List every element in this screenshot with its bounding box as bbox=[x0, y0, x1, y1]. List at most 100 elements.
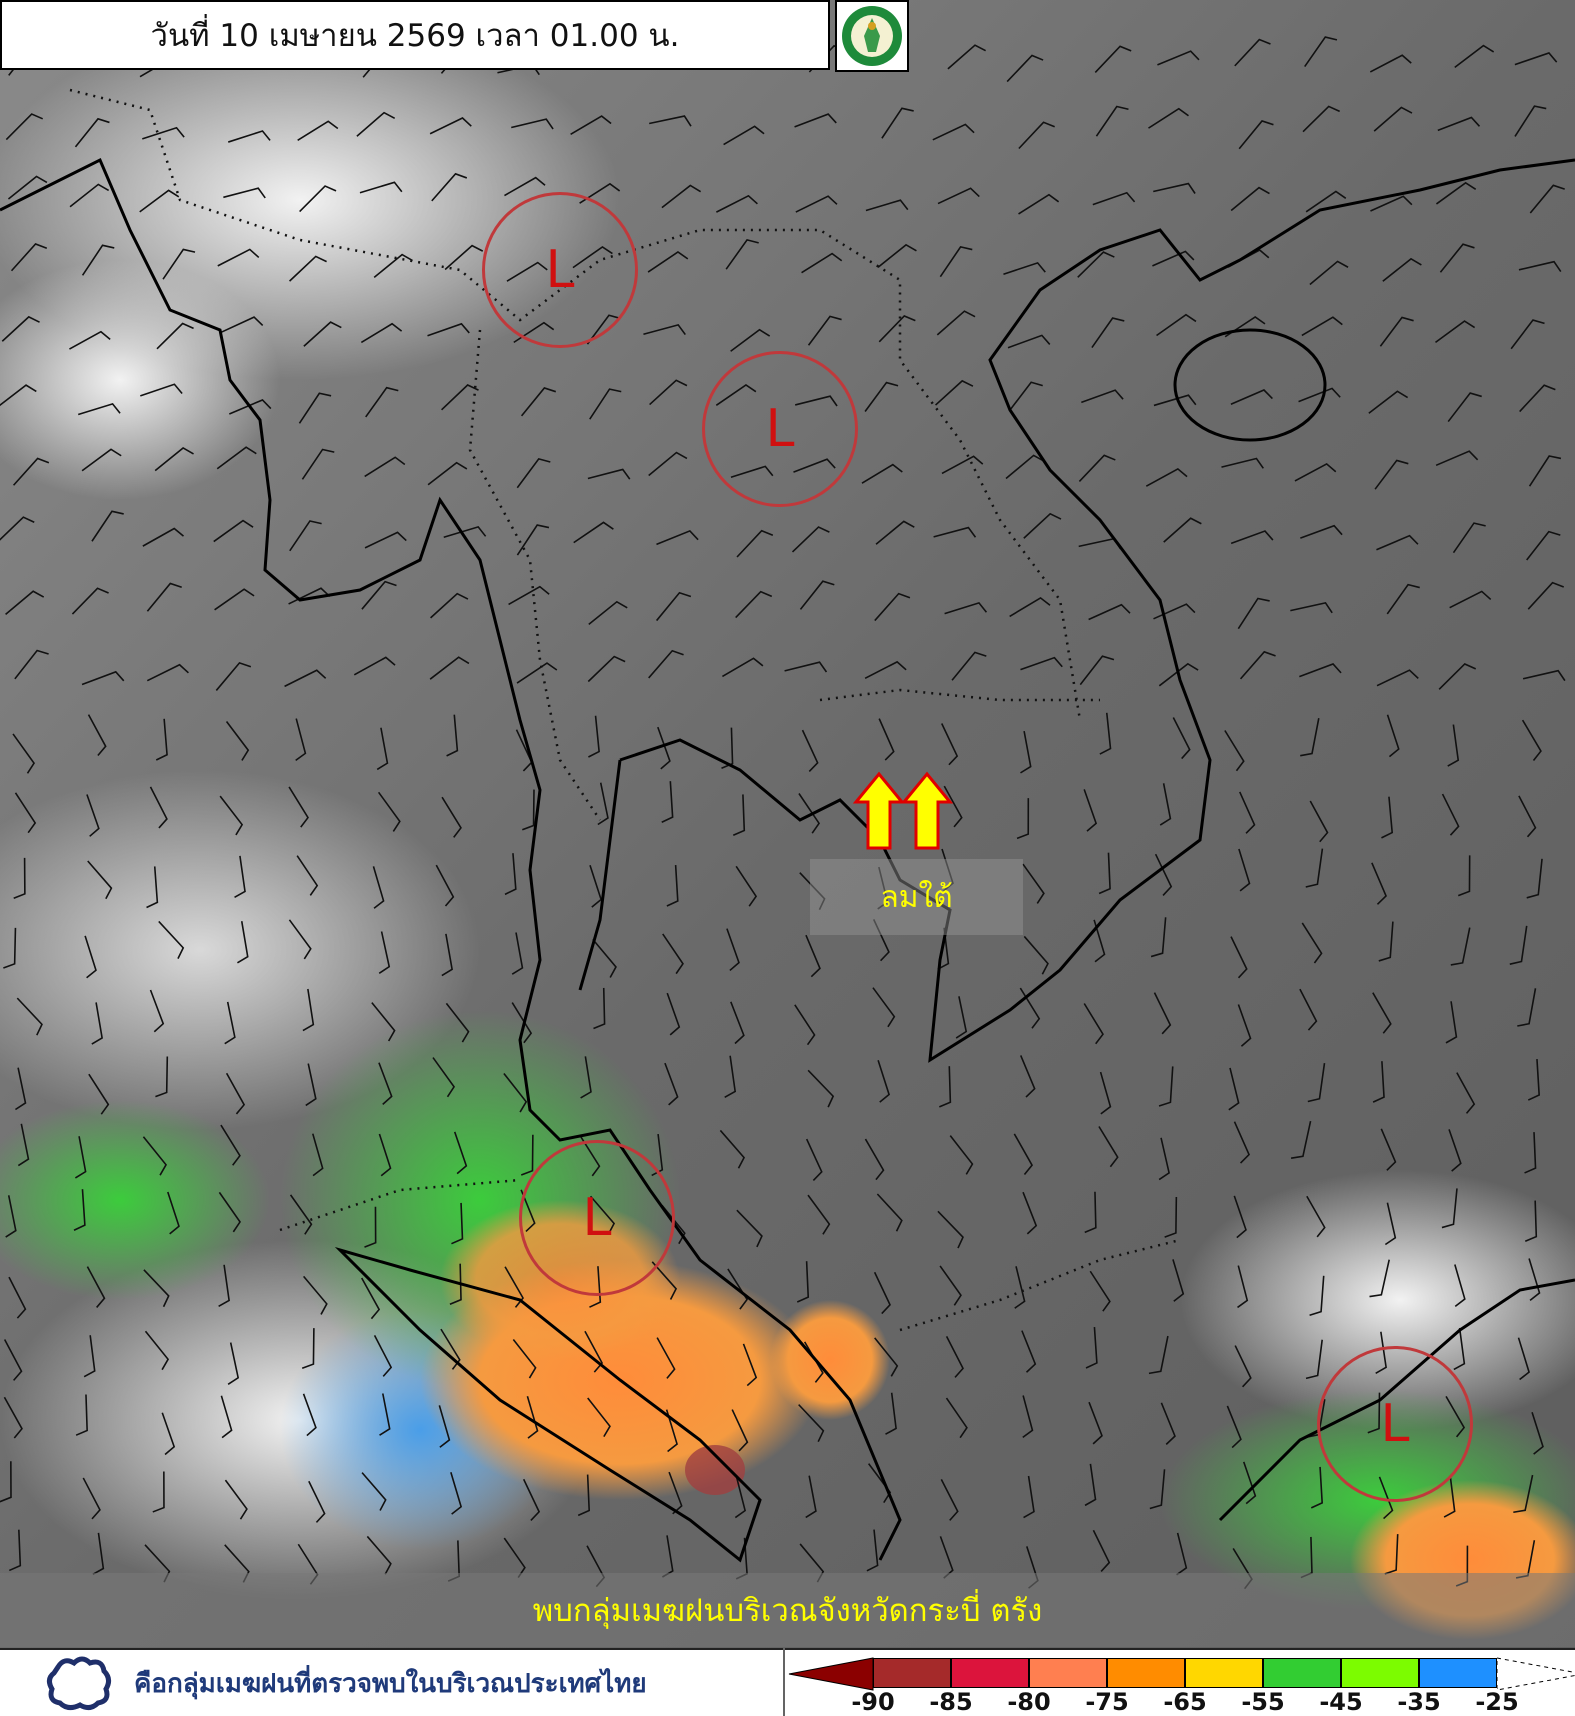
wind-barb bbox=[1149, 1469, 1166, 1510]
wind-barb bbox=[794, 1004, 816, 1046]
wind-barb bbox=[234, 855, 246, 899]
wind-barb bbox=[155, 718, 168, 761]
wind-barb bbox=[295, 718, 307, 762]
wind-barb bbox=[86, 794, 100, 837]
wind-barb bbox=[1300, 524, 1343, 539]
wind-barb bbox=[727, 1268, 749, 1310]
wind-barb bbox=[288, 786, 309, 828]
wind-barb bbox=[719, 1129, 746, 1169]
wind-barb bbox=[955, 996, 968, 1039]
wind-barb bbox=[805, 1475, 817, 1519]
wind-barb bbox=[1372, 992, 1392, 1034]
wind-barb bbox=[799, 872, 826, 911]
wind-barb bbox=[1008, 381, 1043, 412]
wind-barb bbox=[1386, 583, 1420, 615]
wind-barb bbox=[1454, 44, 1495, 69]
wind-barb bbox=[379, 1393, 391, 1436]
wind-barb bbox=[949, 1135, 974, 1175]
wind-barb bbox=[715, 194, 758, 213]
low-label: L bbox=[765, 399, 795, 459]
wind-barb bbox=[939, 1265, 962, 1306]
wind-barb bbox=[146, 866, 159, 909]
wind-barb bbox=[511, 118, 554, 130]
wind-barb bbox=[214, 588, 255, 611]
wind-barb bbox=[1298, 387, 1341, 403]
wind-barb bbox=[8, 1529, 22, 1572]
wind-barb bbox=[1237, 597, 1270, 630]
wind-barb bbox=[361, 1277, 381, 1320]
wind-barb bbox=[1150, 917, 1167, 958]
wind-barb bbox=[73, 1189, 86, 1231]
wind-barb bbox=[1441, 793, 1460, 836]
wind-barb bbox=[1376, 534, 1419, 551]
wind-barb bbox=[665, 1409, 678, 1453]
wind-barb bbox=[429, 117, 472, 135]
wind-barb bbox=[297, 120, 339, 141]
wind-barb bbox=[1242, 1461, 1257, 1505]
wind-barb bbox=[936, 310, 976, 336]
wind-barb bbox=[14, 792, 37, 834]
wind-barb bbox=[662, 933, 684, 975]
wind-barb bbox=[0, 1461, 12, 1503]
wind-barb bbox=[167, 1191, 180, 1235]
wind-barb bbox=[1447, 724, 1460, 767]
wind-barb bbox=[516, 662, 558, 684]
wind-barb bbox=[1230, 936, 1248, 979]
wind-barb bbox=[83, 1335, 96, 1378]
low-label: L bbox=[545, 240, 575, 300]
wind-barb bbox=[432, 1057, 456, 1098]
wind-barb bbox=[14, 649, 49, 680]
wind-barb bbox=[807, 1069, 835, 1108]
wind-barb bbox=[511, 932, 524, 975]
borders bbox=[69, 88, 1181, 1332]
wind-barb bbox=[784, 661, 828, 673]
wind-barb bbox=[427, 461, 468, 486]
wind-barb bbox=[1230, 186, 1270, 212]
wind-barb bbox=[1299, 988, 1318, 1031]
wind-barb bbox=[1145, 467, 1188, 487]
wind-barb bbox=[735, 865, 758, 907]
wind-barb bbox=[449, 1263, 462, 1306]
wind-barb bbox=[1152, 250, 1195, 267]
wind-barb bbox=[1384, 1534, 1399, 1575]
wind-barb bbox=[1093, 919, 1106, 963]
wind-barb bbox=[1448, 1129, 1462, 1172]
wind-barb bbox=[81, 448, 122, 472]
wind-barb bbox=[1239, 650, 1276, 680]
wind-barb bbox=[589, 388, 622, 420]
wind-barb bbox=[71, 587, 109, 615]
wind-barb bbox=[657, 726, 671, 770]
wind-barb bbox=[5, 113, 44, 141]
wind-barb bbox=[651, 1261, 678, 1300]
wind-barb bbox=[1310, 1466, 1324, 1509]
wind-barb bbox=[873, 1271, 891, 1315]
wind-barb bbox=[1376, 669, 1419, 687]
wind-barb bbox=[796, 1261, 810, 1303]
wind-barb bbox=[736, 1209, 763, 1248]
wind-barb bbox=[1013, 1133, 1034, 1175]
wind-barb bbox=[364, 456, 406, 478]
wind-barb bbox=[288, 919, 312, 960]
wind-barb bbox=[1453, 1327, 1466, 1371]
wind-barb bbox=[1237, 1004, 1252, 1047]
cloud-legend-text: คือกลุ่มเมฆฝนที่ตรวจพบในบริเวณประเทศไทย bbox=[134, 1668, 647, 1699]
wind-barb bbox=[371, 1002, 396, 1042]
wind-barb bbox=[220, 1395, 233, 1439]
wind-barb bbox=[732, 794, 746, 836]
wind-barb bbox=[312, 1133, 324, 1177]
wind-barb bbox=[511, 1002, 533, 1044]
wind-barb bbox=[587, 1397, 611, 1438]
wind-barb bbox=[1513, 1474, 1534, 1514]
wind-barb bbox=[143, 1269, 170, 1308]
wind-barb bbox=[666, 864, 679, 907]
wind-barb bbox=[1305, 190, 1347, 213]
wind-barb bbox=[301, 448, 335, 480]
wind-barb bbox=[1020, 731, 1032, 774]
wind-barb bbox=[227, 130, 271, 143]
wind-barb bbox=[1088, 1401, 1103, 1445]
wind-barb bbox=[161, 1412, 176, 1456]
wind-barb bbox=[438, 1405, 451, 1448]
wind-barb bbox=[1003, 261, 1046, 275]
wind-barb bbox=[69, 330, 111, 350]
wind-barb bbox=[1079, 655, 1115, 686]
